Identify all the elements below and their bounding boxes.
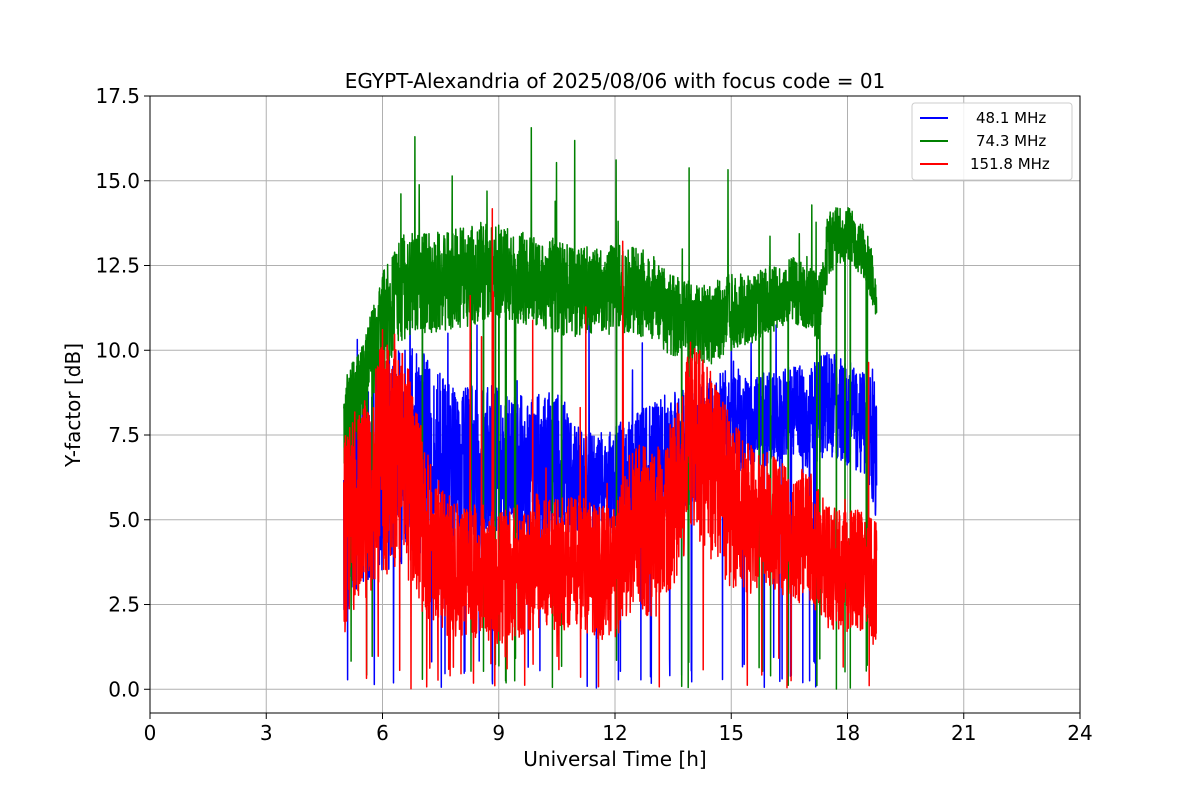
x-tick-label: 9 <box>492 721 505 745</box>
y-tick-label: 17.5 <box>95 84 140 108</box>
x-tick-label: 0 <box>144 721 157 745</box>
series-layer <box>343 126 878 690</box>
series-line-74-3-mhz <box>343 126 878 690</box>
x-tick-label: 21 <box>951 721 976 745</box>
legend-label-48-1: 48.1 MHz <box>976 109 1046 127</box>
legend-label-151-8: 151.8 MHz <box>970 155 1050 173</box>
y-tick-label: 15.0 <box>95 169 140 193</box>
y-tick-label: 12.5 <box>95 254 140 278</box>
y-tick-label: 7.5 <box>108 423 140 447</box>
series-line-151-8-mhz <box>343 207 878 690</box>
legend-box <box>911 102 1073 181</box>
chart-title: EGYPT-Alexandria of 2025/08/06 with focu… <box>345 69 886 93</box>
y-tick-label: 2.5 <box>108 593 140 617</box>
x-tick-label: 15 <box>719 721 744 745</box>
y-tick-label: 5.0 <box>108 508 140 532</box>
legend: 48.1 MHz 74.3 MHz 151.8 MHz <box>911 102 1073 181</box>
y-tick-label: 0.0 <box>108 677 140 701</box>
y-axis-title: Y-factor [dB] <box>61 343 85 468</box>
legend-label-74-3: 74.3 MHz <box>976 132 1046 150</box>
x-tick-label: 3 <box>260 721 273 745</box>
ticks: 0 3 6 9 12 15 18 21 24 0.0 2.5 5.0 7.5 10.0 12.5 15.0 17… <box>95 84 1092 745</box>
x-tick-label: 12 <box>602 721 627 745</box>
y-tick-label: 10.0 <box>95 338 140 362</box>
x-axis-title: Universal Time [h] <box>523 747 706 771</box>
x-tick-label: 6 <box>376 721 389 745</box>
x-tick-label: 18 <box>835 721 860 745</box>
x-tick-label: 24 <box>1067 721 1092 745</box>
